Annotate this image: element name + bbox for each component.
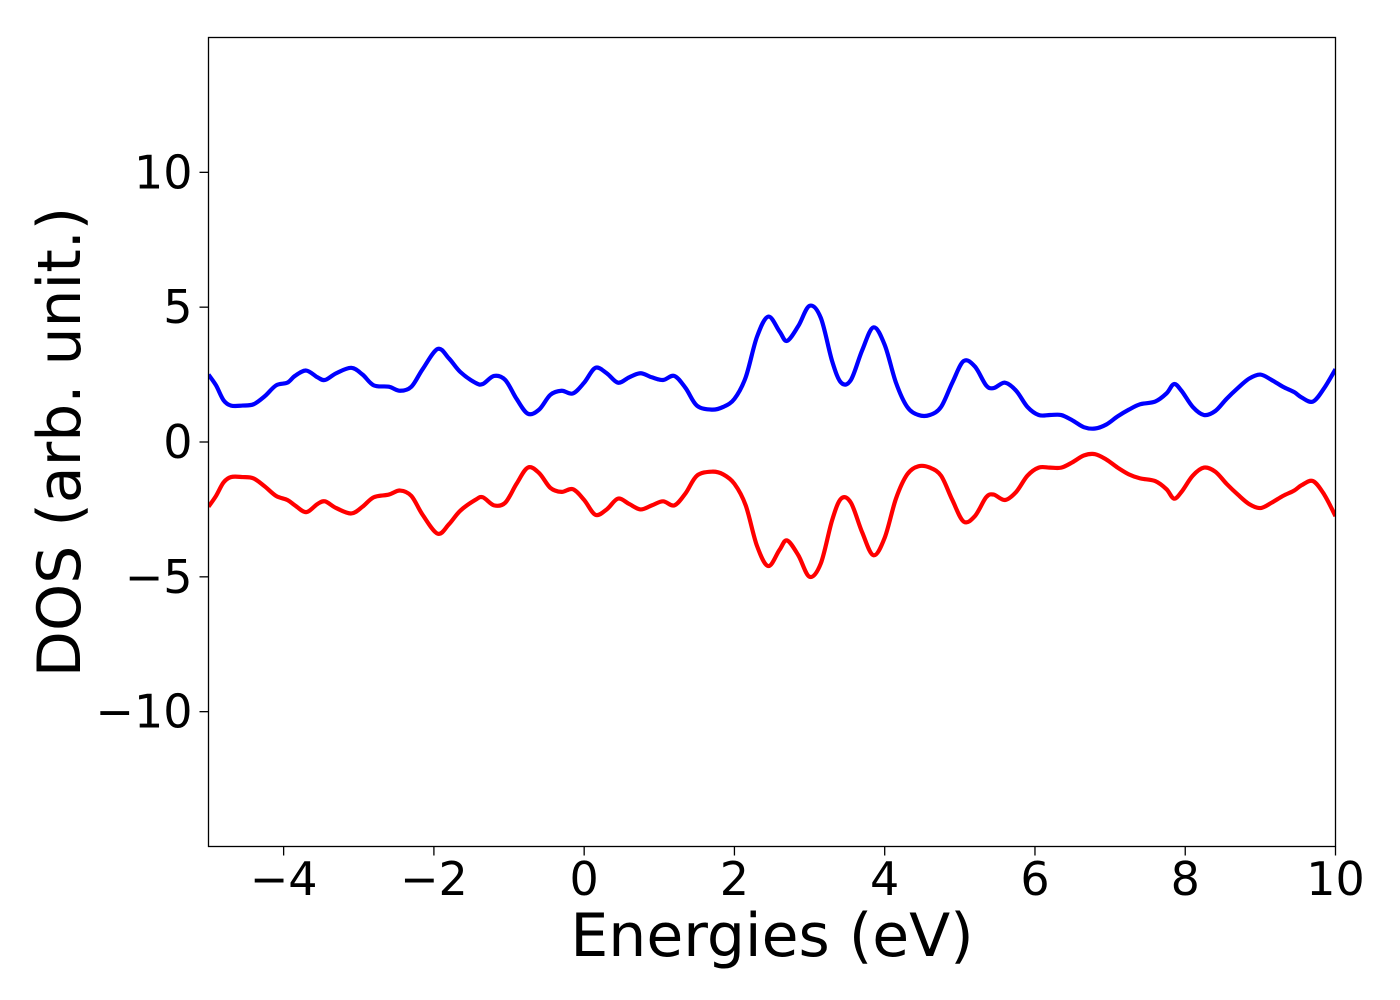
spin-up-dos-line bbox=[208, 303, 1336, 431]
x-tick-label: 2 bbox=[720, 852, 749, 906]
plot-area-frame bbox=[207, 36, 1337, 848]
x-tick-label: −4 bbox=[250, 852, 318, 906]
x-tick-label: −2 bbox=[400, 852, 468, 906]
y-tick-label: 5 bbox=[163, 280, 192, 334]
tick-layer: −4 −2 0 2 4 6 8 10 −10 −5 0 5 10 bbox=[95, 145, 1364, 906]
x-tick-label: 10 bbox=[1306, 852, 1365, 906]
x-axis-title: Energies (eV) bbox=[570, 901, 973, 971]
y-tick-label: 0 bbox=[163, 415, 192, 469]
y-tick-label: 10 bbox=[134, 145, 193, 199]
x-tick-label: 4 bbox=[870, 852, 899, 906]
y-axis-title: DOS (arb. unit.) bbox=[25, 207, 95, 677]
x-tick-label: 0 bbox=[570, 852, 599, 906]
x-tick-label: 8 bbox=[1171, 852, 1200, 906]
x-tick-label: 6 bbox=[1020, 852, 1049, 906]
spin-down-dos-line bbox=[208, 451, 1336, 580]
y-tick-label: −10 bbox=[95, 685, 192, 739]
y-tick-label: −5 bbox=[125, 550, 193, 604]
series-layer bbox=[208, 303, 1336, 580]
